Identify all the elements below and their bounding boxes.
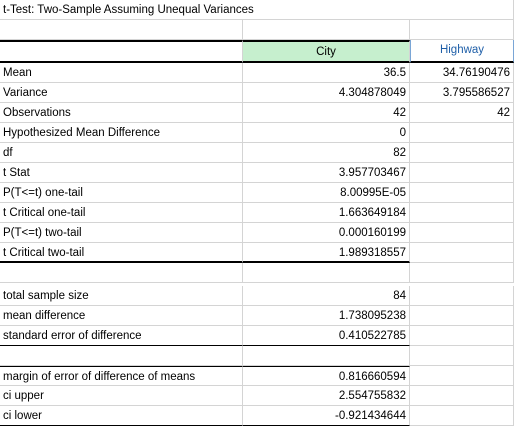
cell-empty[interactable] bbox=[410, 223, 514, 243]
header-row: City Highway bbox=[0, 40, 514, 63]
cell-empty[interactable] bbox=[410, 386, 514, 406]
label-ci-upper[interactable]: ci upper bbox=[0, 386, 243, 406]
blank-row bbox=[0, 346, 514, 366]
label-tstat[interactable]: t Stat bbox=[0, 163, 243, 183]
value-total-n[interactable]: 84 bbox=[243, 286, 410, 306]
row-p-one: P(T<=t) one-tail 8.00995E-05 bbox=[0, 183, 514, 203]
cell-empty[interactable] bbox=[410, 263, 514, 283]
cell-empty[interactable] bbox=[410, 143, 514, 163]
value-moe[interactable]: 0.816660594 bbox=[243, 366, 410, 386]
value-tcrit-two[interactable]: 1.989318557 bbox=[243, 243, 410, 263]
value-se-diff[interactable]: 0.410522785 bbox=[243, 326, 410, 346]
cell-empty[interactable] bbox=[410, 20, 514, 40]
cell-empty[interactable] bbox=[410, 203, 514, 223]
cell-empty[interactable] bbox=[410, 366, 514, 386]
row-moe: margin of error of difference of means 0… bbox=[0, 366, 514, 386]
row-mean-diff: mean difference 1.738095238 bbox=[0, 306, 514, 326]
value-tcrit-one[interactable]: 1.663649184 bbox=[243, 203, 410, 223]
label-mean-diff[interactable]: mean difference bbox=[0, 306, 243, 326]
label-variance[interactable]: Variance bbox=[0, 83, 243, 103]
row-p-two: P(T<=t) two-tail 0.000160199 bbox=[0, 223, 514, 243]
value-highway-variance[interactable]: 3.795586527 bbox=[410, 83, 514, 103]
cell-empty[interactable] bbox=[410, 183, 514, 203]
cell-empty[interactable] bbox=[410, 286, 514, 306]
value-city-mean[interactable]: 36.5 bbox=[243, 63, 410, 83]
value-highway-mean[interactable]: 34.76190476 bbox=[410, 63, 514, 83]
value-df[interactable]: 82 bbox=[243, 143, 410, 163]
row-total-n: total sample size 84 bbox=[0, 286, 514, 306]
cell-empty[interactable] bbox=[410, 163, 514, 183]
row-tcrit-two: t Critical two-tail 1.989318557 bbox=[0, 243, 514, 263]
cell-empty[interactable] bbox=[410, 306, 514, 326]
value-p-one[interactable]: 8.00995E-05 bbox=[243, 183, 410, 203]
header-city[interactable]: City bbox=[243, 40, 410, 63]
row-tcrit-one: t Critical one-tail 1.663649184 bbox=[0, 203, 514, 223]
cell-empty[interactable] bbox=[0, 263, 243, 283]
cell-empty[interactable] bbox=[410, 243, 514, 263]
header-empty-cell[interactable] bbox=[0, 40, 243, 63]
blank-row bbox=[0, 20, 514, 40]
title-row: t-Test: Two-Sample Assuming Unequal Vari… bbox=[0, 0, 514, 20]
row-ci-upper: ci upper 2.554755832 bbox=[0, 386, 514, 406]
cell-empty[interactable] bbox=[243, 346, 410, 366]
blank-row bbox=[0, 263, 514, 283]
cell-empty[interactable] bbox=[410, 406, 514, 426]
label-moe[interactable]: margin of error of difference of means bbox=[0, 366, 243, 386]
row-se-diff: standard error of difference 0.410522785 bbox=[0, 326, 514, 346]
cell-empty[interactable] bbox=[410, 0, 514, 20]
value-p-two[interactable]: 0.000160199 bbox=[243, 223, 410, 243]
label-total-n[interactable]: total sample size bbox=[0, 286, 243, 306]
value-city-observations[interactable]: 42 bbox=[243, 103, 410, 123]
row-observations: Observations 42 42 bbox=[0, 103, 514, 123]
cell-empty[interactable] bbox=[243, 20, 410, 40]
cell-empty[interactable] bbox=[0, 20, 243, 40]
label-mean[interactable]: Mean bbox=[0, 63, 243, 83]
title-cell[interactable]: t-Test: Two-Sample Assuming Unequal Vari… bbox=[0, 0, 410, 20]
row-tstat: t Stat 3.957703467 bbox=[0, 163, 514, 183]
value-hmd[interactable]: 0 bbox=[243, 123, 410, 143]
cell-empty[interactable] bbox=[0, 346, 243, 366]
cell-empty[interactable] bbox=[243, 263, 410, 283]
label-df[interactable]: df bbox=[0, 143, 243, 163]
label-hmd[interactable]: Hypothesized Mean Difference bbox=[0, 123, 243, 143]
value-mean-diff[interactable]: 1.738095238 bbox=[243, 306, 410, 326]
value-ci-upper[interactable]: 2.554755832 bbox=[243, 386, 410, 406]
header-highway[interactable]: Highway bbox=[410, 40, 514, 63]
value-city-variance[interactable]: 4.304878049 bbox=[243, 83, 410, 103]
label-ci-lower[interactable]: ci lower bbox=[0, 406, 243, 426]
row-variance: Variance 4.304878049 3.795586527 bbox=[0, 83, 514, 103]
row-df: df 82 bbox=[0, 143, 514, 163]
cell-empty[interactable] bbox=[410, 123, 514, 143]
cell-empty[interactable] bbox=[410, 326, 514, 346]
label-tcrit-one[interactable]: t Critical one-tail bbox=[0, 203, 243, 223]
value-tstat[interactable]: 3.957703467 bbox=[243, 163, 410, 183]
value-highway-observations[interactable]: 42 bbox=[410, 103, 514, 123]
cell-empty[interactable] bbox=[410, 346, 514, 366]
value-ci-lower[interactable]: -0.921434644 bbox=[243, 406, 410, 426]
label-observations[interactable]: Observations bbox=[0, 103, 243, 123]
label-p-two[interactable]: P(T<=t) two-tail bbox=[0, 223, 243, 243]
label-tcrit-two[interactable]: t Critical two-tail bbox=[0, 243, 243, 263]
row-hmd: Hypothesized Mean Difference 0 bbox=[0, 123, 514, 143]
row-mean: Mean 36.5 34.76190476 bbox=[0, 63, 514, 83]
label-p-one[interactable]: P(T<=t) one-tail bbox=[0, 183, 243, 203]
row-ci-lower: ci lower -0.921434644 bbox=[0, 406, 514, 426]
label-se-diff[interactable]: standard error of difference bbox=[0, 326, 243, 346]
